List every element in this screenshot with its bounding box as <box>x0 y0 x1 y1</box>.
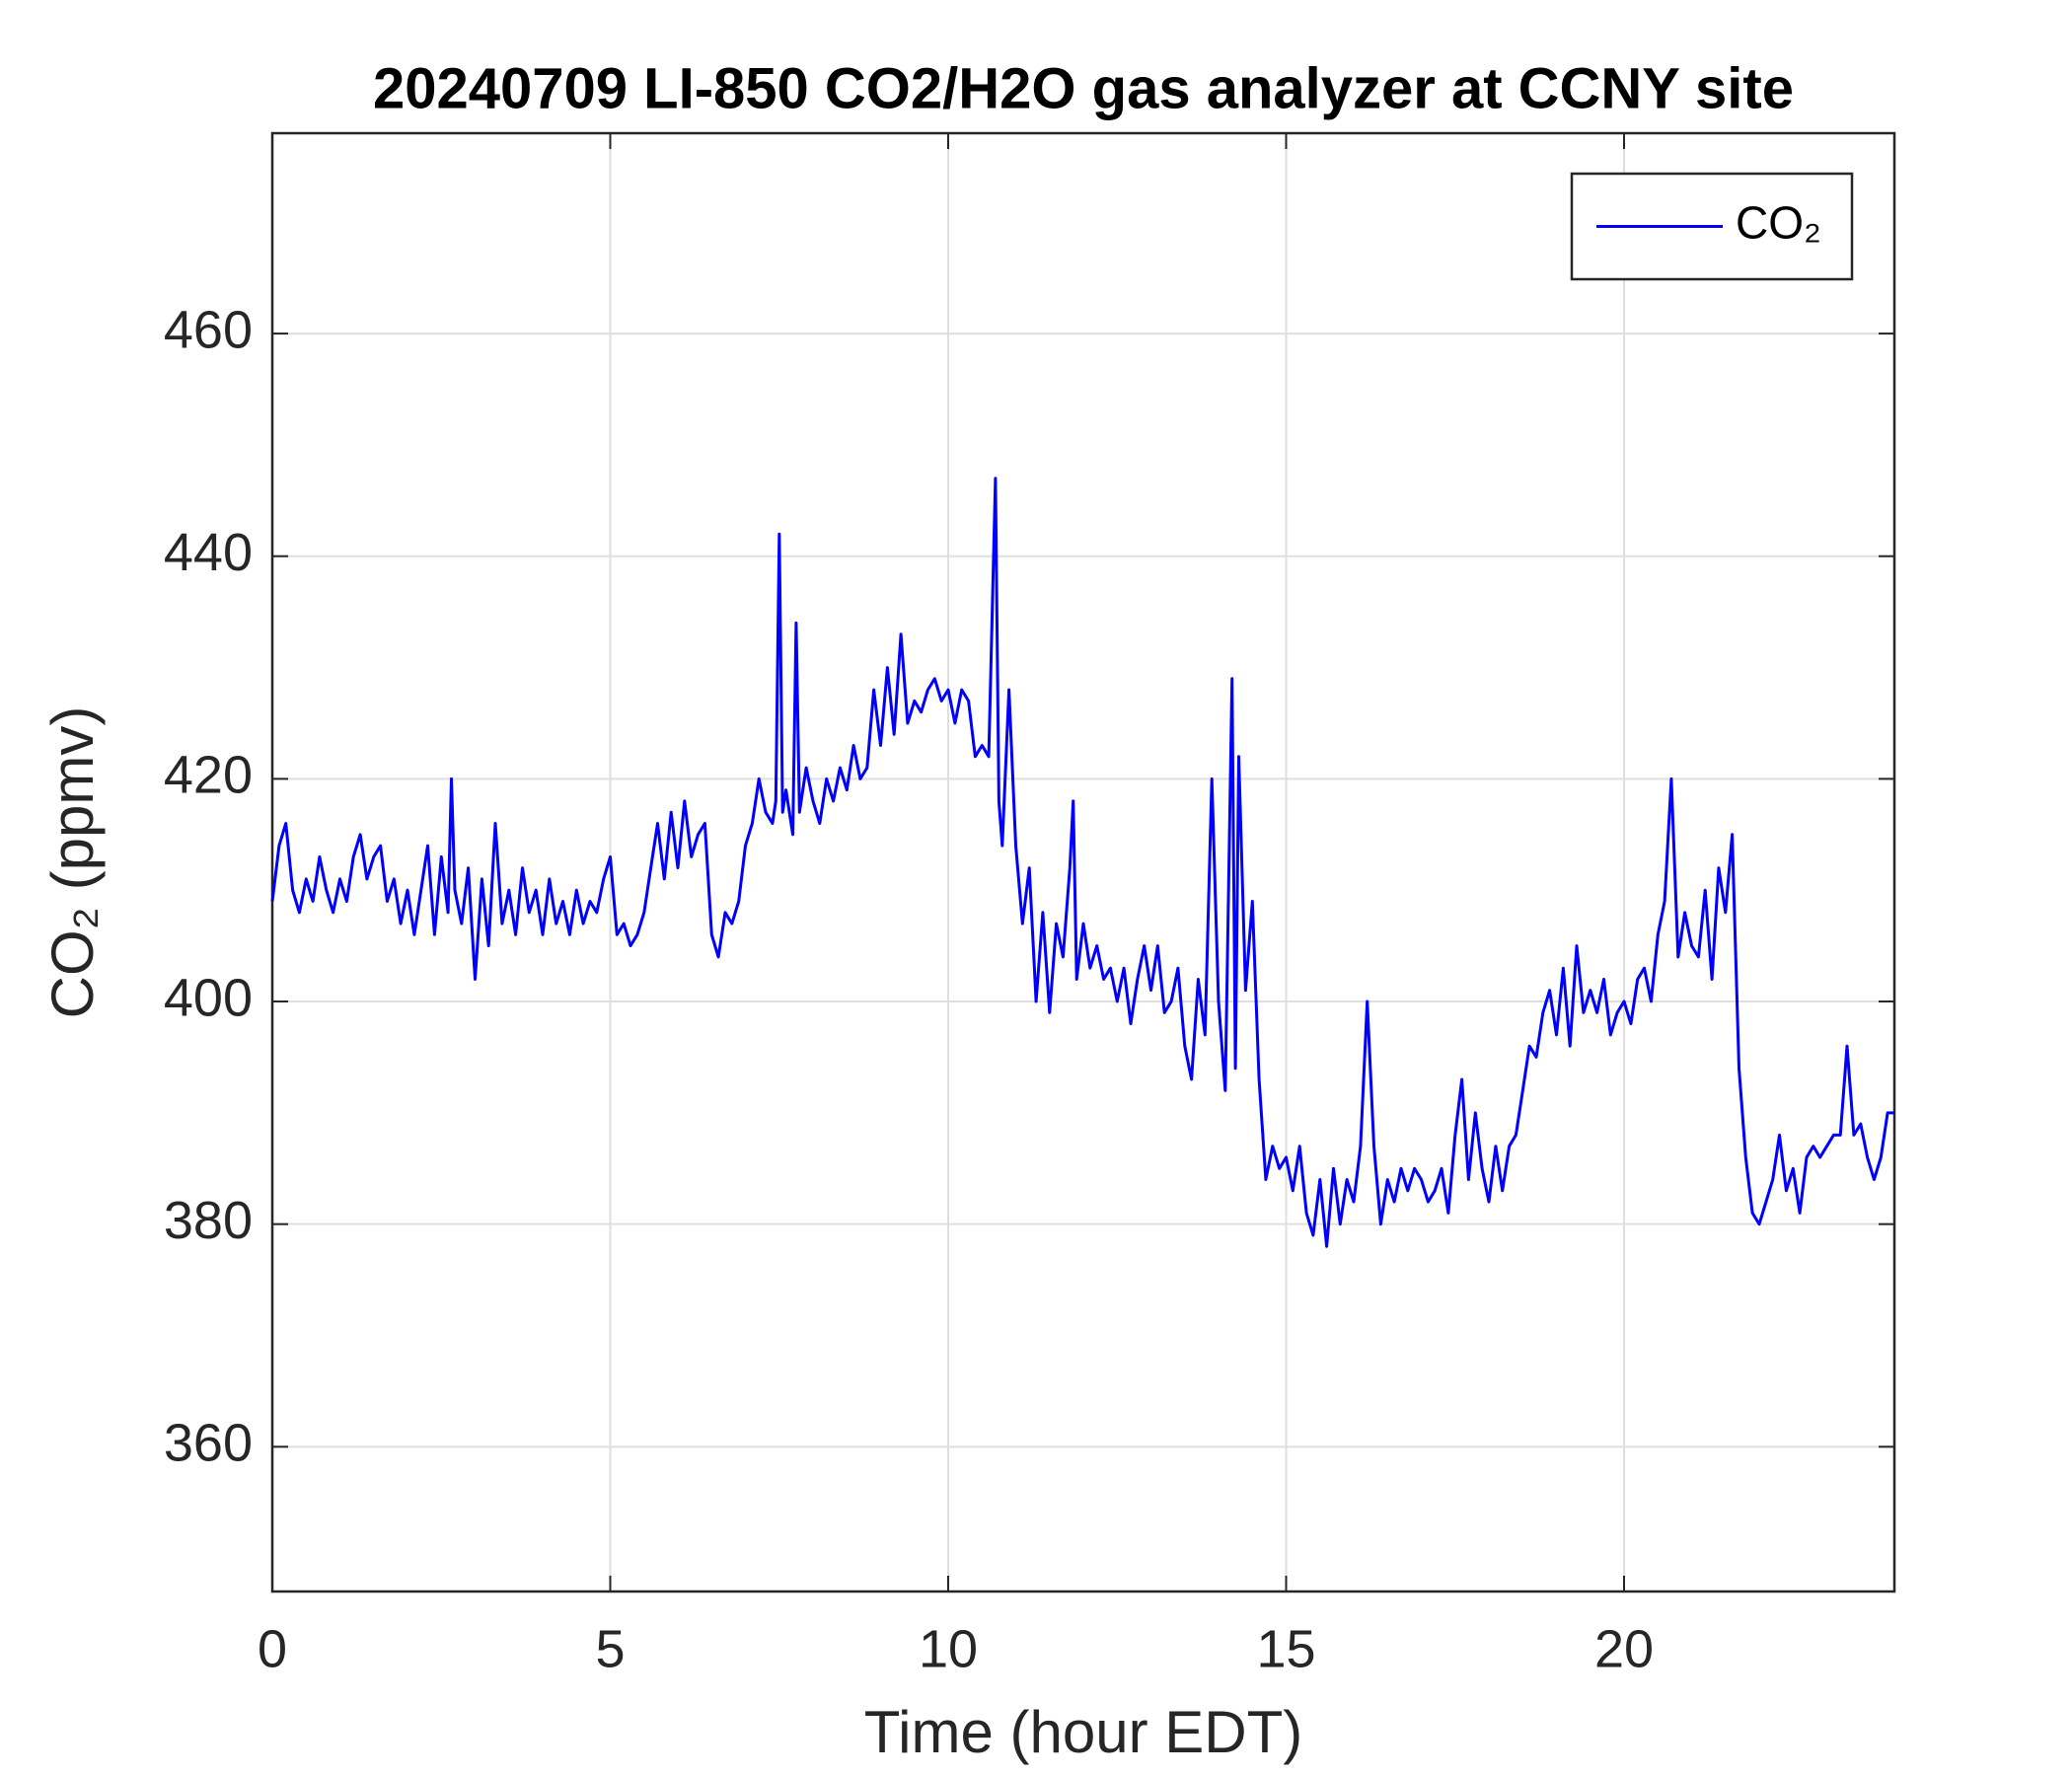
x-tick-label: 20 <box>1594 1619 1654 1678</box>
data-line <box>270 477 1894 1248</box>
y-tick-label: 400 <box>164 968 253 1027</box>
chart-title: 20240709 LI-850 CO2/H2O gas analyzer at … <box>373 56 1794 120</box>
plot-frame <box>270 131 1896 1593</box>
y-axis-label: CO₂ (ppmv) <box>39 706 106 1019</box>
y-tick-label: 460 <box>164 300 253 359</box>
x-axis-label: Time (hour EDT) <box>864 1699 1303 1765</box>
x-tick-label: 5 <box>595 1619 625 1678</box>
y-tick-label: 380 <box>164 1191 253 1250</box>
y-tick-label: 360 <box>164 1414 253 1473</box>
x-tick-label: 0 <box>258 1619 287 1678</box>
x-tick-label: 10 <box>919 1619 978 1678</box>
x-tick-label: 15 <box>1256 1619 1315 1678</box>
y-tick-label: 420 <box>164 746 253 805</box>
legend-label: CO₂ <box>1736 197 1821 249</box>
y-tick-label: 440 <box>164 523 253 582</box>
